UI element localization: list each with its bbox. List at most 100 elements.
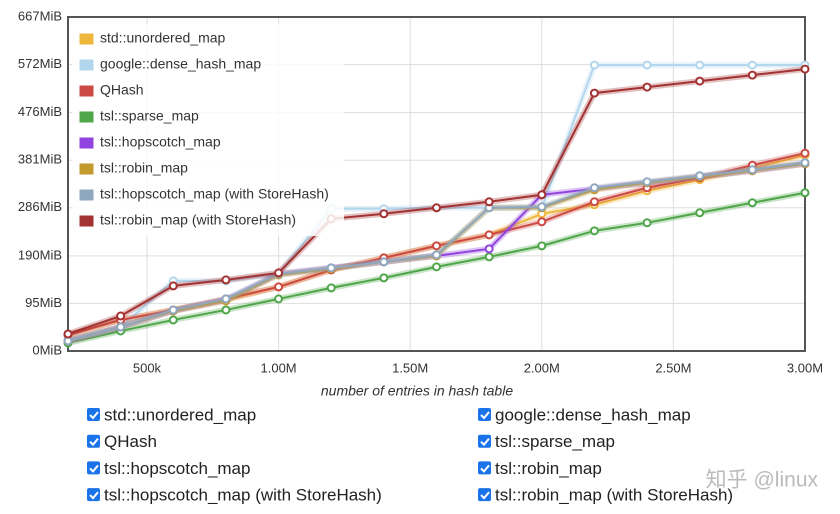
point xyxy=(63,336,73,346)
y-tick-label: 190MiB xyxy=(18,247,62,262)
checkmark xyxy=(89,464,99,473)
legend-swatch xyxy=(78,32,95,46)
point xyxy=(537,202,547,212)
legend-label: QHash xyxy=(100,82,144,98)
x-axis-title: number of entries in hash table xyxy=(321,383,513,399)
point xyxy=(589,183,599,193)
point xyxy=(695,76,705,86)
point xyxy=(642,177,652,187)
series xyxy=(63,158,810,346)
point xyxy=(326,283,336,293)
series-toggle[interactable]: tsl::robin_map xyxy=(478,459,602,478)
point xyxy=(432,262,441,272)
point xyxy=(800,64,810,74)
legend-label: tsl::robin_map xyxy=(100,160,188,176)
point xyxy=(484,252,494,262)
legend-box xyxy=(72,24,344,236)
watermark: 知乎 @linux xyxy=(706,469,819,492)
x-tick-label: 1.00M xyxy=(261,360,297,375)
point xyxy=(221,275,231,285)
y-tick-label: 0MiB xyxy=(32,342,62,357)
checkbox[interactable] xyxy=(478,461,491,475)
checkbox[interactable] xyxy=(478,434,491,448)
checkbox[interactable] xyxy=(87,488,100,502)
checkmark xyxy=(89,491,99,500)
series-toggle[interactable]: tsl::hopscotch_map xyxy=(87,459,250,478)
legend-swatch xyxy=(78,188,95,202)
y-tick-label: 95MiB xyxy=(25,295,62,310)
point xyxy=(695,171,705,181)
legend-swatch xyxy=(78,58,95,72)
toggle-label: tsl::robin_map (with StoreHash) xyxy=(495,486,733,505)
point xyxy=(642,82,652,92)
checkbox[interactable] xyxy=(87,434,100,448)
point xyxy=(274,268,284,278)
point xyxy=(221,305,231,315)
point xyxy=(168,315,178,325)
point xyxy=(432,250,441,260)
series-toggle[interactable]: tsl::robin_map (with StoreHash) xyxy=(478,486,733,505)
point xyxy=(326,263,336,273)
toggle-label: tsl::hopscotch_map xyxy=(104,459,250,478)
point xyxy=(274,294,284,304)
checkbox[interactable] xyxy=(478,488,491,502)
series xyxy=(63,188,810,348)
x-tick-label: 500k xyxy=(133,360,162,375)
point xyxy=(589,226,599,236)
toggle-label: google::dense_hash_map xyxy=(495,405,691,424)
checkbox[interactable] xyxy=(478,408,491,421)
legend-swatch xyxy=(78,136,95,150)
checkbox[interactable] xyxy=(87,461,100,475)
series xyxy=(63,64,810,339)
point xyxy=(800,158,810,168)
point xyxy=(589,197,599,207)
series-toggle[interactable]: QHash xyxy=(87,432,157,451)
point xyxy=(695,208,705,218)
x-tick-label: 1.50M xyxy=(392,360,428,375)
point xyxy=(747,198,757,208)
point xyxy=(800,188,810,198)
point xyxy=(484,230,494,240)
point xyxy=(116,311,126,321)
point xyxy=(379,257,389,267)
point xyxy=(747,70,757,80)
checkbox[interactable] xyxy=(87,408,100,421)
series-toggle[interactable]: google::dense_hash_map xyxy=(478,405,691,424)
x-tick-label: 3.00M xyxy=(787,360,823,375)
legend-label: google::dense_hash_map xyxy=(100,56,261,72)
legend-label: std::unordered_map xyxy=(100,30,226,46)
legend-label: tsl::sparse_map xyxy=(100,108,199,124)
checkmark xyxy=(89,411,99,420)
legend-label: tsl::hopscotch_map (with StoreHash) xyxy=(100,186,329,202)
series-toggle[interactable]: tsl::sparse_map xyxy=(478,432,615,451)
point xyxy=(484,244,494,254)
checkmark xyxy=(480,464,490,473)
point xyxy=(63,329,73,339)
legend-swatch xyxy=(78,214,95,228)
legend-swatch xyxy=(78,110,95,124)
y-tick-label: 476MiB xyxy=(18,104,62,119)
series-toggle[interactable]: std::unordered_map xyxy=(87,405,256,424)
series-toggle[interactable]: tsl::hopscotch_map (with StoreHash) xyxy=(87,486,382,505)
point xyxy=(537,241,547,251)
x-tick-label: 2.50M xyxy=(655,360,691,375)
point xyxy=(642,60,652,70)
y-tick-label: 572MiB xyxy=(18,56,62,71)
point xyxy=(432,203,441,213)
legend-swatch xyxy=(78,162,95,176)
point xyxy=(589,88,599,98)
checkmark xyxy=(89,438,99,447)
point xyxy=(800,148,810,158)
legend-swatch xyxy=(78,84,95,98)
legend: std::unordered_mapgoogle::dense_hash_map… xyxy=(72,24,344,236)
point xyxy=(168,305,178,315)
checkmark xyxy=(480,491,490,500)
point xyxy=(747,165,757,175)
plot-border xyxy=(67,16,806,352)
y-tick-label: 667MiB xyxy=(18,8,62,23)
point xyxy=(274,282,284,292)
point xyxy=(379,209,389,219)
point xyxy=(537,217,547,227)
legend-label: tsl::hopscotch_map xyxy=(100,134,221,150)
